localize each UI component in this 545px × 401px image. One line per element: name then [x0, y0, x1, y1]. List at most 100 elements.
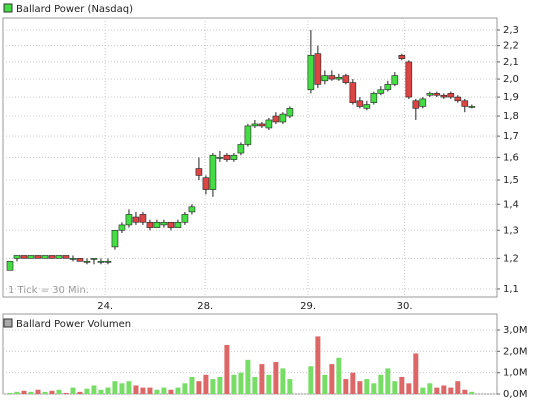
candle-body [272, 115, 280, 123]
y-tick-label: 2,2 [503, 41, 519, 52]
candle-body [279, 113, 287, 123]
volume-bar [42, 391, 48, 394]
volume-bar [273, 362, 279, 394]
volume-bar [350, 372, 356, 394]
volume-bar [7, 392, 13, 394]
candle-body [160, 221, 168, 226]
candle-body [461, 100, 469, 107]
volume-bar [21, 390, 27, 394]
candle-body [69, 258, 77, 260]
volume-bar [28, 391, 34, 394]
candle-body [97, 261, 105, 263]
volume-bar [84, 388, 90, 394]
volume-bar [259, 364, 265, 394]
volume-bar [245, 359, 251, 394]
candle-body [251, 123, 259, 127]
volume-bar [364, 379, 370, 394]
candle-body [307, 55, 315, 91]
y-tick-label: 1,4 [503, 199, 519, 210]
volume-bar [217, 376, 223, 394]
candle-body [174, 221, 182, 228]
candle-body [321, 75, 329, 82]
candle-body [216, 157, 224, 159]
candle-body [34, 255, 42, 259]
candle-body [125, 214, 133, 226]
candle-body [20, 255, 28, 259]
candle-body [454, 96, 462, 102]
volume-bar [308, 366, 314, 394]
candle-body [230, 154, 238, 160]
volume-bar [133, 385, 139, 394]
volume-bar [91, 385, 97, 394]
legend-label: Ballard Power Volumen [16, 319, 131, 330]
volume-bar [196, 381, 202, 394]
volume-bar [420, 387, 426, 394]
candle-body [146, 221, 154, 228]
candle-body [237, 144, 245, 154]
legend-label: Ballard Power (Nasdaq) [16, 4, 133, 15]
volume-bar [406, 383, 412, 394]
candle-body [468, 106, 476, 108]
candle-body [440, 94, 448, 98]
candle-body [132, 216, 140, 223]
y-tick-label: 3,0M [503, 325, 528, 336]
candle-body [13, 255, 21, 259]
candle-body [6, 261, 14, 271]
candle-body [335, 77, 343, 80]
volume-bar [413, 353, 419, 394]
candle-body [258, 123, 266, 127]
volume-bar [371, 383, 377, 394]
legend-swatch [3, 318, 13, 328]
candle-body [363, 104, 371, 109]
volume-bar [455, 381, 461, 394]
volume-bar [210, 379, 216, 394]
volume-bar [448, 387, 454, 394]
y-tick-label: 1,7 [503, 131, 519, 142]
volume-bar [266, 374, 272, 394]
volume-bar [462, 389, 468, 394]
candle-body [426, 93, 434, 96]
x-tick-label: 30. [397, 301, 413, 312]
candle-body [405, 61, 413, 98]
volume-bar [252, 376, 258, 394]
x-tick-label: 24. [97, 301, 113, 312]
volume-bar [224, 344, 230, 394]
volume-bar [280, 368, 286, 394]
candle-body [118, 224, 126, 231]
candle-body [356, 100, 364, 107]
x-tick-label: 29. [300, 301, 316, 312]
volume-bar [14, 391, 20, 394]
candle-body [62, 255, 70, 259]
volume-bar [357, 381, 363, 394]
y-tick-label: 2,0 [503, 74, 519, 85]
y-tick-label: 0,0M [503, 389, 528, 400]
candle-body [384, 84, 392, 91]
candle-body [188, 206, 196, 213]
candle-body [209, 154, 217, 190]
volume-bar [161, 387, 167, 394]
volume-bar [434, 387, 440, 394]
volume-bar [98, 389, 104, 394]
volume-bar [427, 383, 433, 394]
y-tick-label: 1,5 [503, 175, 519, 186]
volume-bar [140, 387, 146, 394]
volume-bar [154, 389, 160, 394]
candle-body [202, 177, 210, 190]
candle-body [104, 261, 112, 263]
volume-bar [105, 387, 111, 394]
volume-bar [469, 391, 475, 394]
candle-body [419, 98, 427, 107]
y-tick-label: 1,9 [503, 92, 519, 103]
volume-bar [175, 387, 181, 394]
candle-body [48, 255, 56, 259]
volume-bar [70, 387, 76, 394]
candle-body [244, 125, 252, 145]
candle-body [41, 255, 49, 259]
candle-body [433, 93, 441, 96]
volume-bar [63, 392, 69, 394]
volume-bar [336, 357, 342, 394]
volume-bar [238, 372, 244, 394]
y-tick-label: 2,1 [503, 57, 519, 68]
candle-body [55, 255, 63, 259]
y-tick-label: 1,6 [503, 152, 519, 163]
